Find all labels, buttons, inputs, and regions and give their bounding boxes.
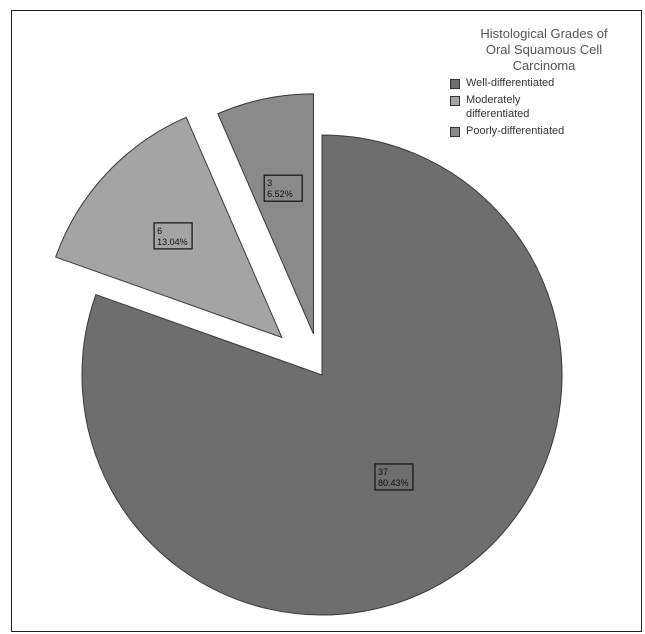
legend-swatch-poorly bbox=[450, 127, 460, 137]
chart-title: Histological Grades of Oral Squamous Cel… bbox=[480, 26, 608, 73]
legend: Histological Grades of Oral Squamous Cel… bbox=[446, 26, 642, 141]
pie-slice-1 bbox=[81, 134, 563, 616]
slice-count-3: 3 bbox=[267, 178, 272, 188]
slice-percent-2: 13.04% bbox=[157, 237, 188, 247]
slice-label-box-2 bbox=[153, 222, 193, 250]
legend-item-moderately: Moderately differentiated bbox=[446, 93, 642, 121]
legend-swatch-well bbox=[450, 79, 460, 89]
legend-label-well: Well-differentiated bbox=[466, 77, 555, 89]
legend-item-well: Well-differentiated bbox=[446, 76, 642, 90]
slice-label-box-3 bbox=[263, 174, 303, 202]
slice-percent-3: 6.52% bbox=[267, 189, 293, 199]
slice-label-2: 613.04% bbox=[153, 222, 193, 250]
slice-label-box-1 bbox=[374, 463, 414, 491]
legend-label-poorly: Poorly-differentiated bbox=[466, 125, 565, 137]
legend-swatch-moderately bbox=[450, 96, 460, 106]
legend-label-moderately: Moderately differentiated bbox=[466, 94, 530, 120]
slice-count-2: 6 bbox=[157, 226, 162, 236]
legend-item-poorly: Poorly-differentiated bbox=[446, 124, 642, 138]
pie-slice-3 bbox=[217, 93, 314, 335]
slice-label-3: 36.52% bbox=[263, 174, 303, 202]
slice-count-1: 37 bbox=[378, 467, 388, 477]
slice-percent-1: 80.43% bbox=[378, 478, 409, 488]
